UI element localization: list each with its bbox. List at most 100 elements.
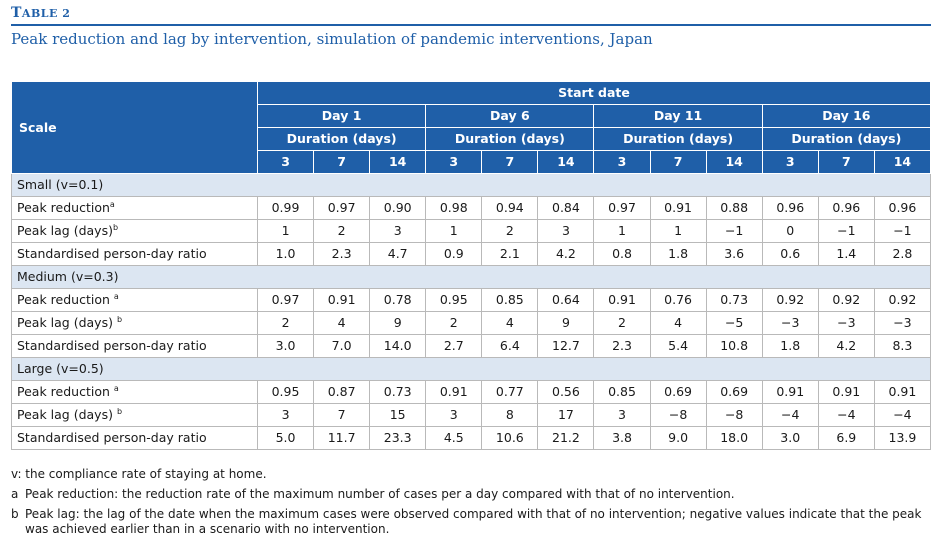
- value-cell: 8: [481, 403, 539, 427]
- value-cell: 0.97: [313, 196, 371, 220]
- value-cell: 0.91: [649, 196, 707, 220]
- value-cell: 4.2: [817, 334, 875, 358]
- table-notes: v: the compliance rate of staying at hom…: [11, 467, 931, 542]
- table-label-initial: T: [11, 5, 22, 21]
- table-body: Small (v=0.1) Peak reductiona 0.99 0.97 0.90…: [11, 173, 932, 450]
- section-title: Small (v=0.1): [11, 173, 931, 197]
- value-cell: 17: [537, 403, 595, 427]
- value-cell: 1: [425, 219, 483, 243]
- value-cell: 10.6: [481, 426, 539, 450]
- row-label-cell: Peak lag (days) b: [11, 403, 258, 427]
- value-cell: 14.0: [369, 334, 427, 358]
- value-cell: 0.9: [425, 242, 483, 266]
- footnote-marker: a: [109, 199, 115, 209]
- value-cell: 0.73: [369, 380, 427, 404]
- footnote: a Peak reduction: the reduction rate of t…: [11, 487, 931, 502]
- value-cell: 6.4: [481, 334, 539, 358]
- value-cell: −4: [761, 403, 819, 427]
- value-cell: 3.0: [256, 334, 315, 358]
- row-label: Standardised person-day ratio: [17, 430, 207, 445]
- value-cell: 0.91: [313, 288, 371, 312]
- duration-value-header: 14: [873, 150, 932, 174]
- value-cell: 0.96: [761, 196, 819, 220]
- footnote-marker: a: [113, 383, 119, 393]
- value-cell: 0: [761, 219, 819, 243]
- value-cell: 4.5: [425, 426, 483, 450]
- duration-value-header: 7: [481, 150, 539, 174]
- value-cell: 18.0: [705, 426, 763, 450]
- value-cell: 13.9: [873, 426, 932, 450]
- duration-header: Duration (days): [761, 127, 932, 151]
- footnote-marker: b: [112, 222, 119, 232]
- value-cell: 0.91: [761, 380, 819, 404]
- value-cell: 0.85: [593, 380, 651, 404]
- duration-value-header: 14: [537, 150, 595, 174]
- value-cell: 3.6: [705, 242, 763, 266]
- value-cell: −4: [873, 403, 932, 427]
- duration-header: Duration (days): [256, 127, 427, 151]
- value-cell: 5.0: [256, 426, 315, 450]
- duration-value-header: 3: [256, 150, 315, 174]
- value-cell: 21.2: [537, 426, 595, 450]
- value-cell: 4.2: [537, 242, 595, 266]
- value-cell: 1.8: [761, 334, 819, 358]
- table-label-rest: able 2: [21, 7, 71, 20]
- value-cell: 0.92: [761, 288, 819, 312]
- value-cell: 0.69: [649, 380, 707, 404]
- value-cell: 3: [256, 403, 315, 427]
- value-cell: −4: [817, 403, 875, 427]
- footnote-text: v: the compliance rate of staying at hom…: [11, 467, 267, 481]
- table-row: Peak lag (days) b 2 4 9 2 4 9 2 4 −5 −3 −3 −3: [11, 311, 932, 335]
- value-cell: 0.84: [537, 196, 595, 220]
- row-label-cell: Standardised person-day ratio: [11, 334, 258, 358]
- value-cell: 12.7: [537, 334, 595, 358]
- value-cell: −8: [649, 403, 707, 427]
- value-cell: 3: [537, 219, 595, 243]
- value-cell: 2: [256, 311, 315, 335]
- value-cell: 2: [593, 311, 651, 335]
- value-cell: 0.91: [873, 380, 932, 404]
- row-label: Peak reduction: [17, 200, 110, 215]
- table-row: Peak reductiona 0.99 0.97 0.90 0.98 0.94 0.84 0…: [11, 196, 932, 220]
- value-cell: 0.76: [649, 288, 707, 312]
- value-cell: 0.56: [537, 380, 595, 404]
- value-cell: 3.8: [593, 426, 651, 450]
- value-cell: 4: [649, 311, 707, 335]
- data-table: Scale Start date Day 1 Day 6 Day 11 Day …: [11, 81, 932, 450]
- value-cell: 10.8: [705, 334, 763, 358]
- value-cell: 2.3: [593, 334, 651, 358]
- value-cell: −1: [817, 219, 875, 243]
- table-label: Table 2: [11, 5, 70, 21]
- value-cell: 4.7: [369, 242, 427, 266]
- duration-value-header: 3: [593, 150, 651, 174]
- footnote-marker: b: [116, 314, 123, 324]
- duration-header: Duration (days): [425, 127, 595, 151]
- value-cell: −1: [705, 219, 763, 243]
- value-cell: 0.98: [425, 196, 483, 220]
- footnote-key: a: [11, 487, 19, 501]
- section-title: Medium (v=0.3): [11, 265, 931, 289]
- value-cell: 0.99: [256, 196, 315, 220]
- value-cell: 3: [593, 403, 651, 427]
- value-cell: 2.8: [873, 242, 932, 266]
- row-label: Peak lag (days): [17, 223, 113, 238]
- value-cell: 3: [425, 403, 483, 427]
- value-cell: 2.1: [481, 242, 539, 266]
- table-caption: Peak reduction and lag by intervention, …: [11, 30, 653, 48]
- value-cell: 0.91: [593, 288, 651, 312]
- footnote-key: b: [11, 507, 19, 521]
- row-label-cell: Standardised person-day ratio: [11, 426, 258, 450]
- value-cell: 1: [593, 219, 651, 243]
- row-label-cell: Peak reduction a: [11, 380, 258, 404]
- top-rule: [11, 24, 931, 26]
- value-cell: 0.96: [873, 196, 932, 220]
- duration-header: Duration (days): [593, 127, 763, 151]
- value-cell: 2.7: [425, 334, 483, 358]
- day-header: Day 16: [761, 104, 932, 128]
- value-cell: 0.77: [481, 380, 539, 404]
- value-cell: 9.0: [649, 426, 707, 450]
- value-cell: −3: [817, 311, 875, 335]
- footnote-marker: b: [116, 406, 123, 416]
- footnote: b Peak lag: the lag of the date when the …: [11, 507, 931, 537]
- value-cell: 9: [369, 311, 427, 335]
